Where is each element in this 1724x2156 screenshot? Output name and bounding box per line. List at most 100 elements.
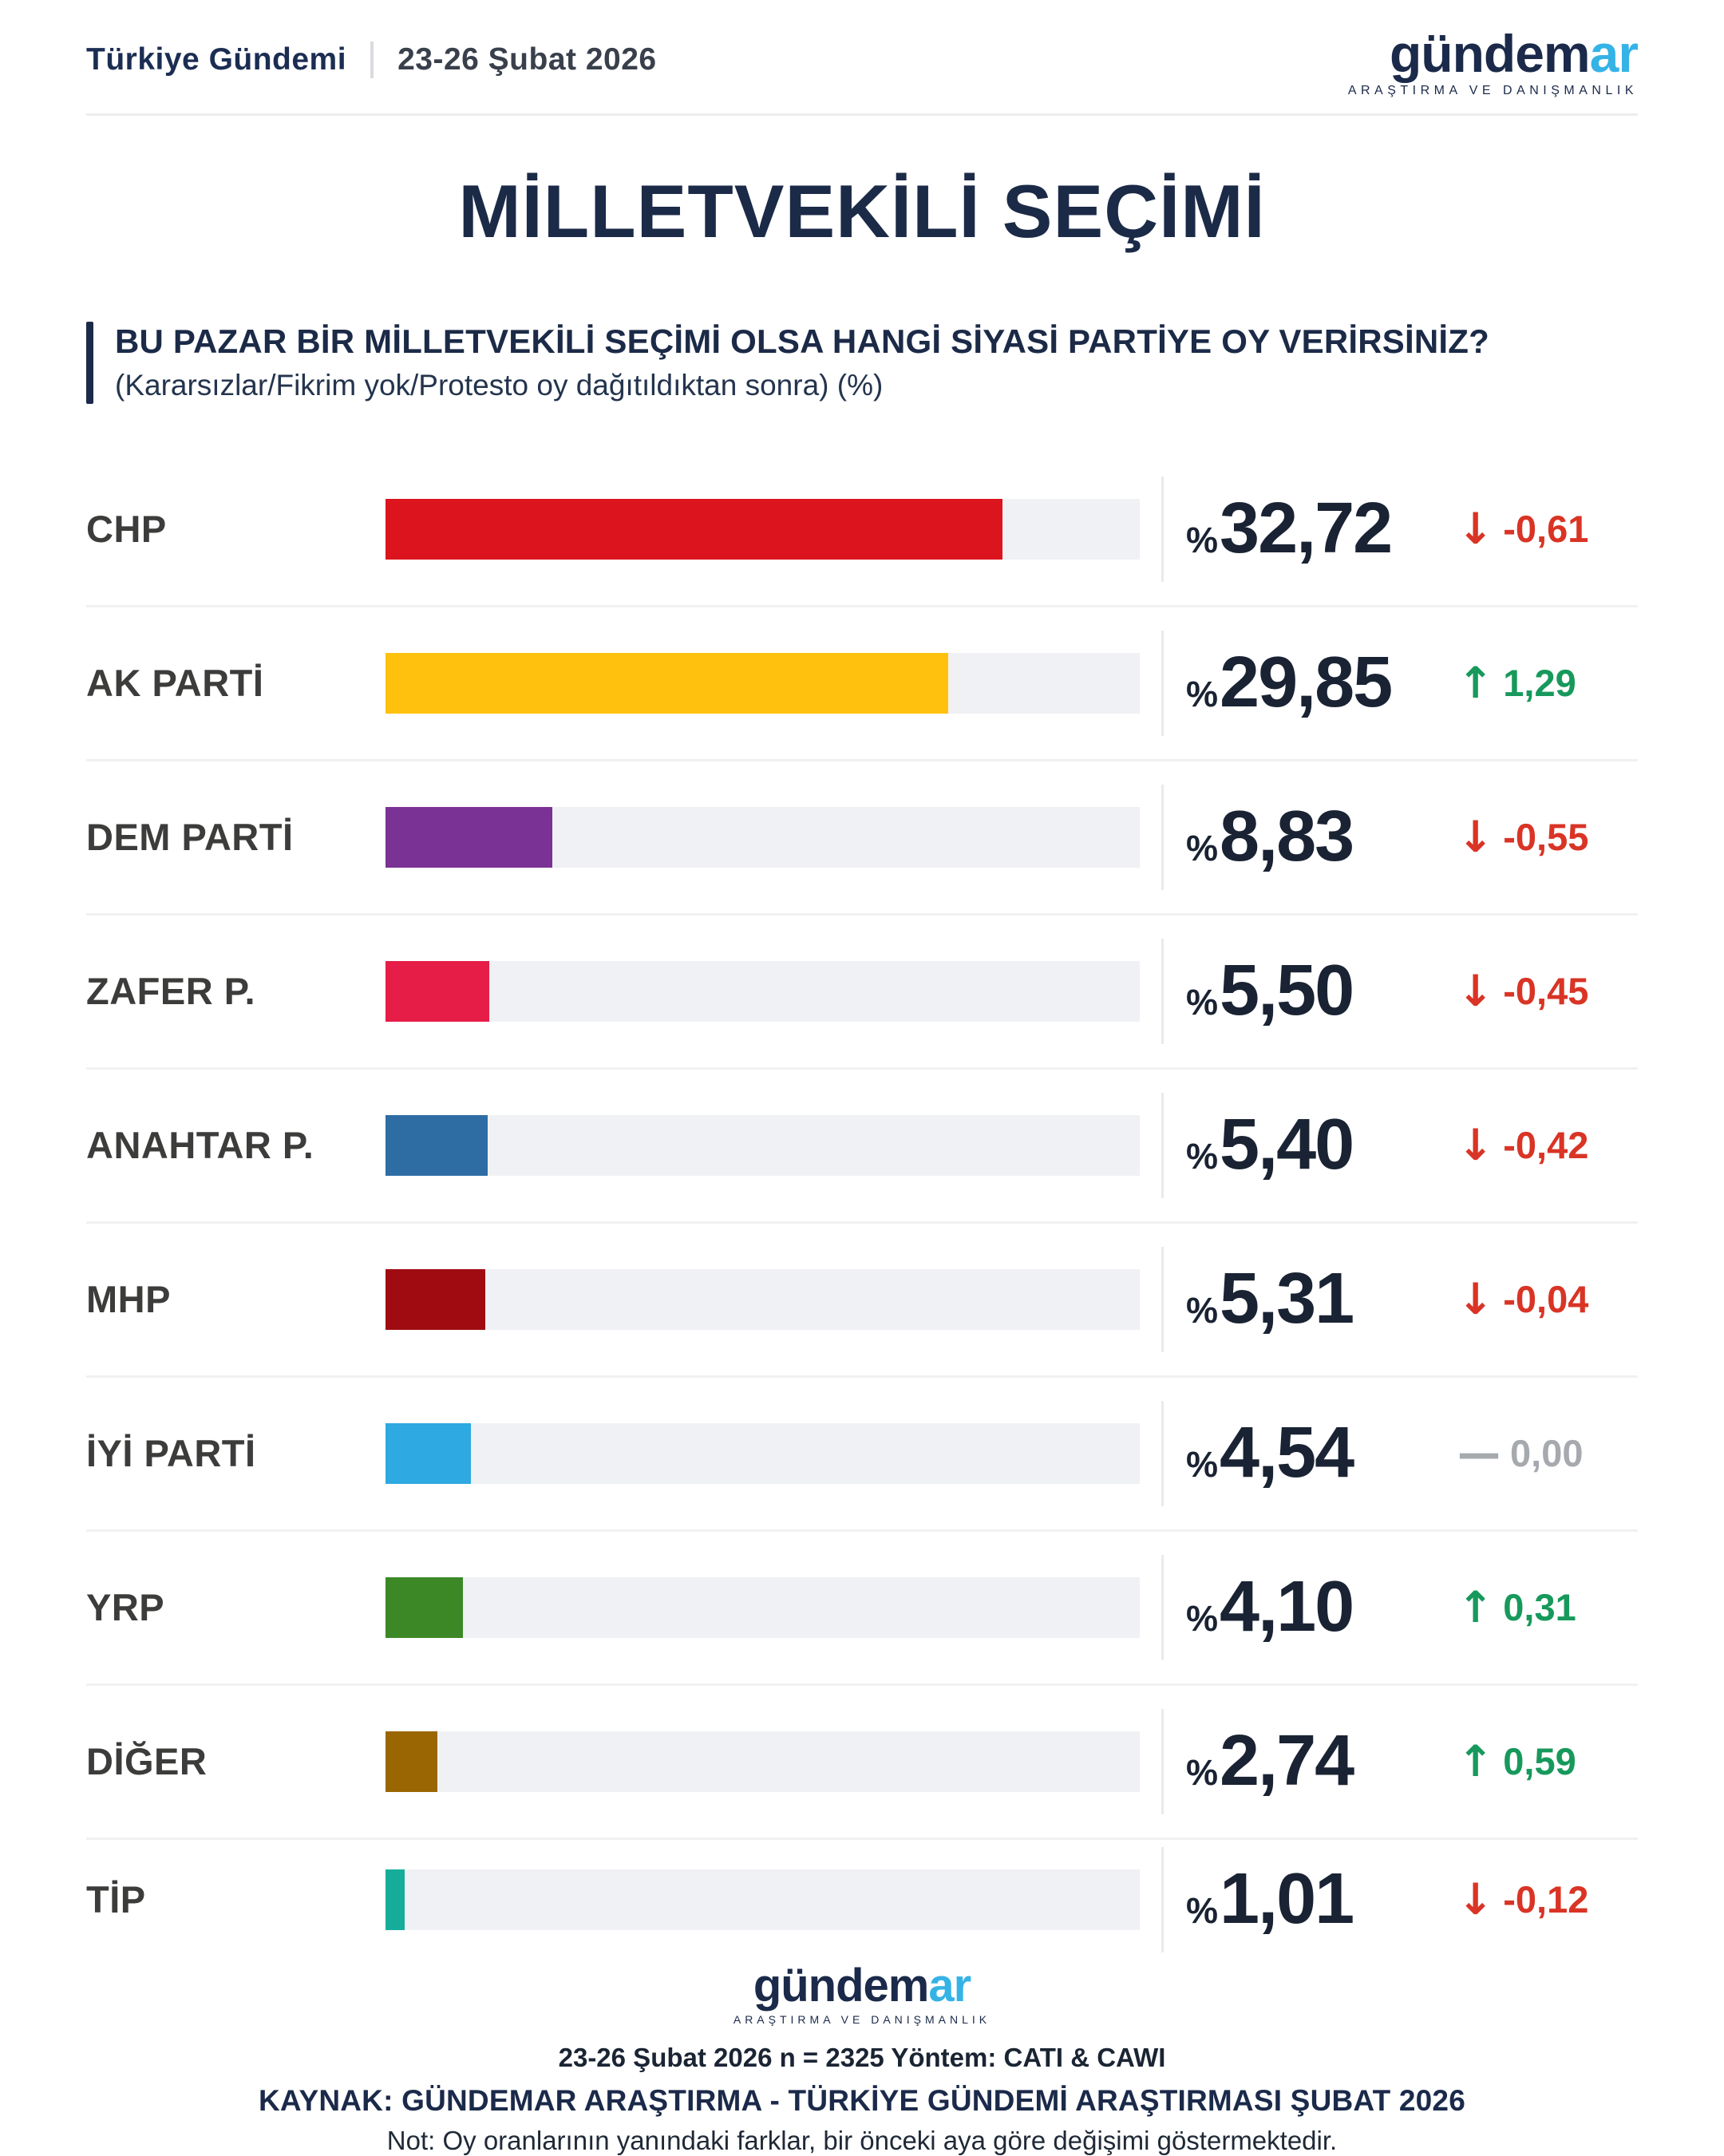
change-value: 1,29 [1503, 662, 1576, 705]
logo-tagline: ARAŞTIRMA VE DANIŞMANLIK [1347, 84, 1638, 97]
down-arrow-icon: ↓ [1457, 1874, 1494, 1925]
vote-share-value: 5,40 [1220, 1105, 1354, 1185]
poll-row: DEM PARTİ % 8,83 ↓ -0,55 [86, 762, 1638, 916]
logo-wordmark: gündemar [1390, 24, 1639, 83]
vote-share: % 5,40 [1186, 1104, 1451, 1186]
up-arrow-icon: ↑ [1457, 1582, 1494, 1633]
party-name: AK PARTİ [86, 662, 264, 705]
percent-sign: % [1186, 828, 1219, 869]
bar-track [386, 1869, 1140, 1930]
vote-share: % 4,10 [1186, 1566, 1451, 1648]
vote-share-value: 5,50 [1220, 951, 1354, 1031]
change-value: -0,42 [1503, 1124, 1589, 1167]
party-name: DİĞER [86, 1740, 208, 1783]
vote-share: % 8,83 [1186, 796, 1451, 878]
percent-sign: % [1186, 1890, 1219, 1932]
vote-share: % 5,31 [1186, 1258, 1451, 1340]
bar-fill [386, 1422, 472, 1484]
page-title: MİLLETVEKİLİ SEÇİMİ [458, 169, 1266, 253]
monthly-change: ↓ -0,12 [1457, 1874, 1588, 1925]
bar-track [386, 1731, 1140, 1792]
vote-share-value: 5,31 [1220, 1259, 1354, 1339]
vote-share: % 32,72 [1186, 488, 1451, 570]
percent-sign: % [1186, 1290, 1219, 1331]
question-block: BU PAZAR BİR MİLLETVEKİLİ SEÇİMİ OLSA HA… [86, 322, 1638, 404]
poll-row: İYİ PARTİ% 4,54—0,00 [86, 1378, 1638, 1532]
party-name: ZAFER P. [86, 970, 256, 1013]
bar-track [386, 1268, 1140, 1330]
value-divider [1161, 784, 1164, 890]
bar-fill [386, 1114, 488, 1176]
monthly-change: ↑ 0,31 [1457, 1582, 1576, 1632]
poll-row: TİP% 1,01 ↓ -0,12 [86, 1840, 1638, 1960]
percent-sign: % [1186, 1444, 1219, 1485]
party-name: YRP [86, 1586, 165, 1629]
bar-fill [386, 1731, 437, 1792]
poll-row: YRP % 4,10 ↑ 0,31 [86, 1532, 1638, 1686]
logo-wordmark: gündemar [753, 1959, 971, 2012]
percent-sign: % [1186, 982, 1219, 1023]
gundemar-logo-footer: gündemar ARAŞTIRMA VE DANIŞMANLIK [733, 1959, 991, 2026]
down-arrow-icon: ↓ [1457, 1120, 1494, 1171]
gundemar-logo: gündemar ARAŞTIRMA VE DANIŞMANLIK [1347, 24, 1639, 97]
vote-share: % 5,50 [1186, 950, 1451, 1032]
change-value: -0,61 [1503, 508, 1589, 551]
percent-sign: % [1186, 1136, 1219, 1177]
bar-fill [386, 498, 1002, 560]
poll-row: ANAHTAR P.% 5,40 ↓ -0,42 [86, 1070, 1638, 1224]
poll-row: ZAFER P.% 5,50 ↓ -0,45 [86, 916, 1638, 1070]
bar-track [386, 1114, 1140, 1176]
value-divider [1161, 476, 1164, 582]
logo-tagline: ARAŞTIRMA VE DANIŞMANLIK [733, 2012, 991, 2026]
vote-share-value: 4,54 [1220, 1413, 1354, 1493]
bar-fill [386, 806, 552, 868]
value-divider [1161, 1092, 1164, 1198]
down-arrow-icon: ↓ [1457, 504, 1494, 555]
up-arrow-icon: ↑ [1457, 658, 1494, 709]
vote-share-value: 2,74 [1220, 1721, 1354, 1802]
percent-sign: % [1186, 674, 1219, 715]
down-arrow-icon: ↓ [1457, 812, 1494, 863]
poll-row: DİĞER % 2,74 ↑ 0,59 [86, 1686, 1638, 1840]
value-divider [1161, 630, 1164, 736]
header-left: Türkiye Gündemi 23-26 Şubat 2026 [86, 42, 657, 78]
vote-share-value: 32,72 [1220, 489, 1393, 569]
party-name: ANAHTAR P. [86, 1124, 314, 1167]
value-divider [1161, 1846, 1164, 1952]
bar-fill [386, 1268, 486, 1330]
vote-share-value: 4,10 [1220, 1567, 1354, 1648]
poll-results-list: CHP% 32,72 ↓ -0,61 AK PARTİ% 29,85 ↑ 1,29 DEM PA… [86, 453, 1638, 1960]
change-value: 0,59 [1503, 1740, 1576, 1783]
party-name: İYİ PARTİ [86, 1432, 256, 1475]
survey-date: 23-26 Şubat 2026 [397, 42, 657, 77]
change-value: -0,04 [1503, 1278, 1589, 1321]
up-arrow-icon: ↑ [1457, 1736, 1494, 1787]
monthly-change: ↓ -0,55 [1457, 812, 1588, 862]
bar-fill [386, 960, 489, 1022]
question-subtext: (Kararsızlar/Fikrim yok/Protesto oy dağı… [115, 369, 884, 402]
monthly-change: ↓ -0,42 [1457, 1120, 1588, 1170]
party-name: DEM PARTİ [86, 816, 294, 859]
party-name: MHP [86, 1278, 171, 1321]
logo-text-blue: ar [928, 1959, 971, 2012]
bar-track [386, 498, 1140, 560]
logo-text-blue: ar [1589, 24, 1639, 83]
bar-track [386, 806, 1140, 868]
bar-track [386, 960, 1140, 1022]
change-value: -0,12 [1503, 1878, 1589, 1921]
header: Türkiye Gündemi 23-26 Şubat 2026 gündema… [86, 0, 1639, 116]
vote-share-value: 1,01 [1220, 1859, 1354, 1940]
monthly-change: ↑ 0,59 [1457, 1736, 1576, 1786]
vote-share: % 29,85 [1186, 642, 1451, 724]
vote-share-value: 29,85 [1220, 643, 1393, 723]
bar-track [386, 1422, 1140, 1484]
source-line: KAYNAK: GÜNDEMAR ARAŞTIRMA - TÜRKİYE GÜN… [259, 2083, 1465, 2117]
vote-share: % 2,74 [1186, 1720, 1451, 1802]
poll-row: AK PARTİ% 29,85 ↑ 1,29 [86, 607, 1638, 762]
brand-label: Türkiye Gündemi [86, 42, 347, 77]
methodology-line: 23-26 Şubat 2026 n = 2325 Yöntem: CATI &… [558, 2042, 1166, 2072]
bar-fill [386, 652, 949, 714]
question-text: BU PAZAR BİR MİLLETVEKİLİ SEÇİMİ OLSA HA… [115, 322, 1489, 360]
bar-fill [386, 1869, 405, 1930]
footer: gündemar ARAŞTIRMA VE DANIŞMANLIK 23-26 … [86, 1959, 1638, 2156]
